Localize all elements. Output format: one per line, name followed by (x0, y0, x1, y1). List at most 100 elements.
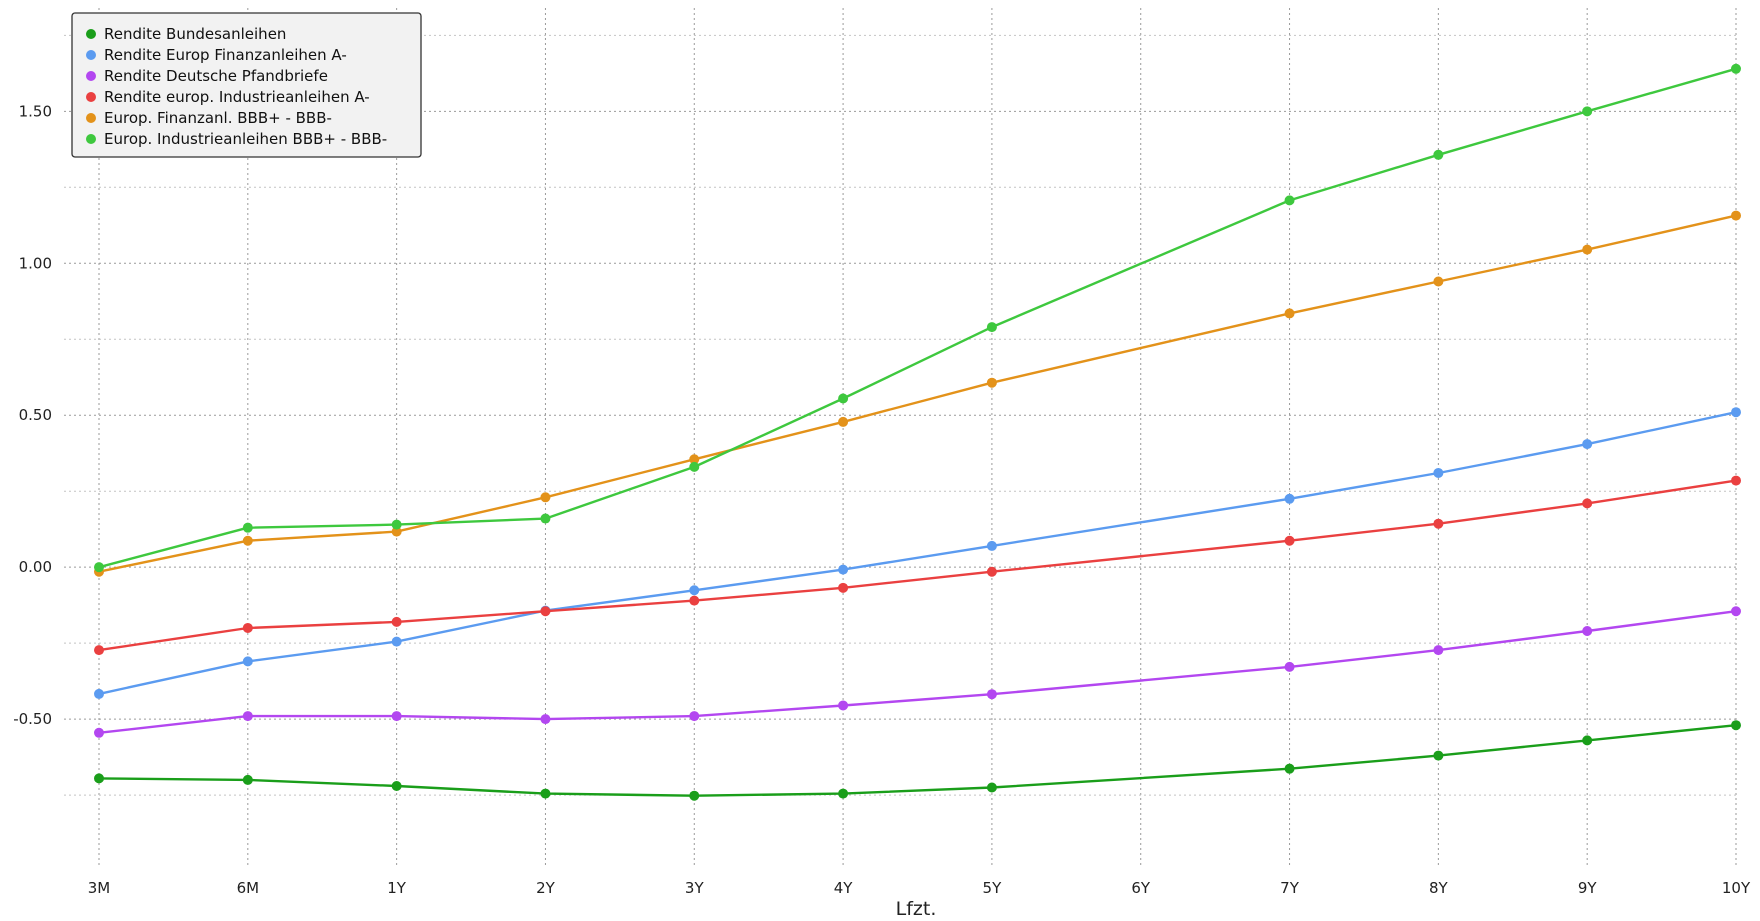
data-point (242, 622, 253, 633)
data-point (242, 711, 253, 722)
data-point (689, 595, 700, 606)
grid (64, 8, 1737, 865)
data-point (1731, 210, 1741, 221)
series-line (98, 214, 1737, 573)
legend: Rendite Bundesanleihen Rendite Europ Fina… (71, 12, 422, 158)
y-tick-label: 0.00 (19, 558, 52, 576)
series-group (94, 606, 1741, 738)
data-point (986, 566, 997, 577)
data-point (1433, 276, 1444, 287)
data-point (391, 711, 402, 722)
series-lines (94, 63, 1741, 801)
data-point (838, 788, 849, 799)
series-group (94, 63, 1741, 573)
x-tick-label: 6Y (1131, 879, 1151, 897)
data-point (838, 564, 849, 575)
legend-marker (86, 71, 96, 81)
x-axis-title: Lfzt. (896, 898, 937, 920)
data-point (689, 461, 700, 472)
data-point (1284, 493, 1295, 504)
data-point (1731, 720, 1741, 731)
y-axis: -0.50 0.00 0.50 1.00 1.50 (13, 102, 52, 728)
x-tick-label: 3M (88, 879, 111, 897)
x-tick-label: 10Y (1722, 879, 1751, 897)
data-point (689, 585, 700, 596)
data-point (242, 774, 253, 785)
x-tick-label: 4Y (834, 879, 854, 897)
data-point (94, 562, 104, 573)
x-axis: 3M 6M 1Y 2Y 3Y 4Y 5Y 6Y 7Y 8Y 9Y 10Y (88, 879, 1751, 897)
y-tick-label: -0.50 (13, 710, 52, 728)
x-tick-label: 8Y (1429, 879, 1449, 897)
data-point (689, 711, 700, 722)
data-point (391, 526, 402, 537)
x-tick-label: 3Y (685, 879, 705, 897)
data-point (242, 656, 253, 667)
data-point (986, 689, 997, 700)
data-point (1433, 750, 1444, 761)
data-point (1433, 467, 1444, 478)
data-point (689, 454, 700, 465)
y-tick-label: 0.50 (19, 406, 52, 424)
data-point (391, 616, 402, 627)
series-group (94, 407, 1741, 699)
x-tick-label: 2Y (536, 879, 556, 897)
x-tick-label: 6M (237, 879, 260, 897)
data-point (1731, 63, 1741, 74)
data-point (1731, 475, 1741, 486)
legend-label: Rendite Bundesanleihen (104, 25, 286, 43)
series-group (94, 210, 1741, 577)
data-point (540, 513, 551, 524)
data-point (986, 377, 997, 388)
data-point (838, 393, 849, 404)
data-point (94, 688, 104, 699)
data-point (986, 322, 997, 333)
data-point (1582, 735, 1593, 746)
data-point (1582, 439, 1593, 450)
y-tick-label: 1.00 (19, 254, 52, 272)
legend-marker (86, 50, 96, 60)
data-point (242, 535, 253, 546)
data-point (1433, 149, 1444, 160)
data-point (1284, 308, 1295, 319)
series-group (94, 720, 1741, 801)
x-tick-label: 1Y (387, 879, 407, 897)
data-point (1731, 407, 1741, 418)
data-point (986, 540, 997, 551)
data-point (1582, 244, 1593, 255)
legend-label: Rendite Europ Finanzanleihen A- (104, 46, 347, 64)
data-point (1582, 498, 1593, 509)
data-point (986, 782, 997, 793)
y-tick-label: 1.50 (19, 102, 52, 120)
legend-label: Rendite europ. Industrieanleihen A- (104, 88, 370, 106)
data-point (1433, 518, 1444, 529)
data-point (1731, 606, 1741, 617)
data-point (838, 700, 849, 711)
series-line (98, 479, 1737, 652)
data-point (94, 645, 104, 656)
data-point (540, 714, 551, 725)
series-group (94, 475, 1741, 656)
data-point (838, 416, 849, 427)
legend-marker (86, 113, 96, 123)
legend-label: Rendite Deutsche Pfandbriefe (104, 67, 328, 85)
legend-label: Europ. Finanzanl. BBB+ - BBB- (104, 109, 332, 127)
data-point (1284, 535, 1295, 546)
data-point (689, 790, 700, 801)
data-point (1284, 763, 1295, 774)
data-point (1284, 661, 1295, 672)
data-point (838, 582, 849, 593)
data-point (1582, 625, 1593, 636)
data-point (94, 727, 104, 738)
legend-label: Europ. Industrieanleihen BBB+ - BBB- (104, 130, 387, 148)
data-point (1433, 645, 1444, 656)
series-line (98, 610, 1737, 734)
x-tick-label: 9Y (1578, 879, 1598, 897)
data-point (391, 636, 402, 647)
legend-box (71, 12, 422, 158)
data-point (1582, 106, 1593, 117)
data-point (391, 519, 402, 530)
legend-marker (86, 92, 96, 102)
series-line (98, 724, 1737, 797)
data-point (242, 522, 253, 533)
